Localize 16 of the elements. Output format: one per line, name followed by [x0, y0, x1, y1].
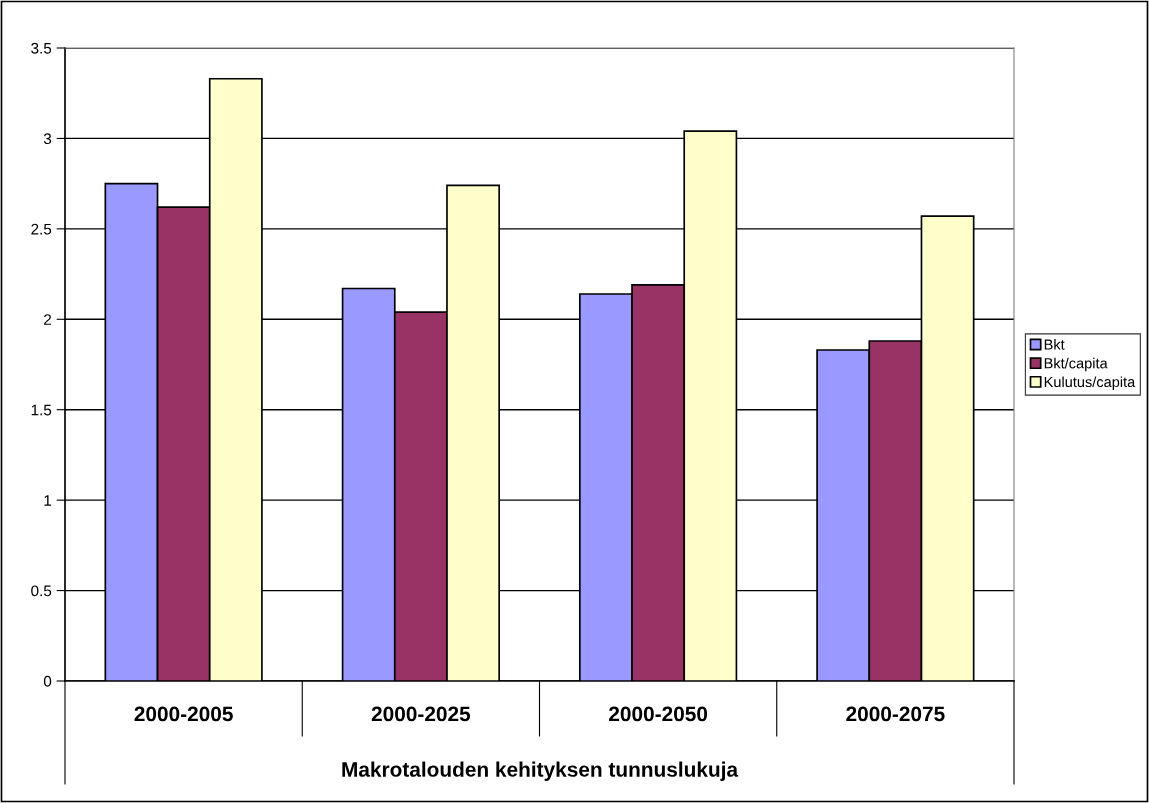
x-tick-label: 2000-2005	[134, 706, 233, 722]
y-tick-label: 0	[43, 675, 52, 687]
y-tick-label: 2.5	[31, 223, 52, 235]
x-tick-label: 2000-2075	[846, 706, 945, 722]
x-tick-label: 2000-2050	[609, 706, 708, 722]
x-tick-label: 2000-2025	[371, 706, 471, 722]
y-tick-label: 1.5	[31, 404, 52, 416]
y-tick-label: 2	[44, 314, 52, 325]
y-tick-label: 3	[43, 133, 52, 145]
legend-label: Bkt/capita	[1044, 357, 1108, 372]
x-axis-title: Makrotalouden kehityksen tunnuslukuja	[342, 761, 739, 781]
legend-label: Kulutus/capita	[1044, 376, 1136, 390]
y-tick-label: 1	[44, 495, 52, 506]
legend-label: Bkt	[1044, 339, 1065, 350]
y-tick-label: 3.5	[31, 42, 52, 54]
y-tick-label: 0.5	[31, 585, 52, 597]
